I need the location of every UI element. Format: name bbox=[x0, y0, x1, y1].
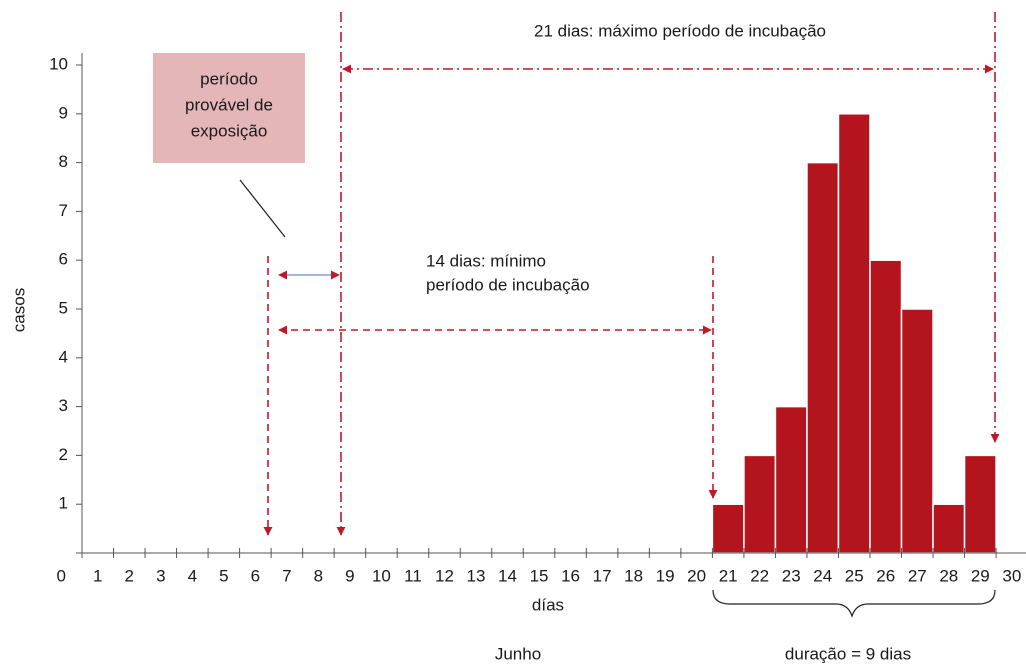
y-axis-label: casos bbox=[9, 288, 28, 332]
x-tick-label: 30 bbox=[1002, 566, 1021, 585]
x-tick-label: 29 bbox=[971, 566, 990, 585]
y-tick-label: 10 bbox=[49, 54, 68, 73]
x-tick-label: 7 bbox=[282, 566, 291, 585]
annotation: duração = 9 dias bbox=[785, 644, 911, 663]
x-tick-label: 9 bbox=[345, 566, 354, 585]
x-tick-label: 15 bbox=[530, 566, 549, 585]
x-tick-label: 16 bbox=[561, 566, 580, 585]
exposure-text: provável de bbox=[185, 95, 273, 114]
annotation: 21 dias: máximo período de incubação bbox=[534, 21, 826, 40]
x-tick-label: 12 bbox=[435, 566, 454, 585]
x-tick-label: 19 bbox=[656, 566, 675, 585]
x-tick-label: 18 bbox=[624, 566, 643, 585]
y-tick-label: 8 bbox=[59, 152, 68, 171]
x-tick-label: 4 bbox=[188, 566, 197, 585]
exposure-box bbox=[153, 53, 305, 163]
x-tick-label: 10 bbox=[372, 566, 391, 585]
brace bbox=[712, 589, 996, 618]
bar bbox=[774, 405, 808, 554]
y-tick-label: 9 bbox=[59, 103, 68, 122]
y-tick-label: 3 bbox=[59, 396, 68, 415]
annotation-arrows bbox=[263, 12, 1000, 536]
month-label: Junho bbox=[495, 644, 541, 663]
x-tick-label: 5 bbox=[219, 566, 228, 585]
y-tick-label: 7 bbox=[59, 201, 68, 220]
x-tick-label: 17 bbox=[593, 566, 612, 585]
annotation: 14 dias: mínimo bbox=[426, 251, 546, 270]
annotation: período de incubação bbox=[426, 275, 590, 294]
y-tick-label: 5 bbox=[59, 298, 68, 317]
x-tick-label: 20 bbox=[687, 566, 706, 585]
bar bbox=[869, 259, 903, 554]
bar bbox=[743, 454, 777, 554]
bar bbox=[932, 503, 966, 554]
x-tick-label: 22 bbox=[750, 566, 769, 585]
y-tick-label: 1 bbox=[59, 494, 68, 513]
x-tick-label: 23 bbox=[782, 566, 801, 585]
bar bbox=[711, 503, 745, 554]
x-tick-label: 21 bbox=[719, 566, 738, 585]
x-tick-label: 8 bbox=[314, 566, 323, 585]
bar bbox=[837, 113, 871, 554]
x-tick-label: 2 bbox=[125, 566, 134, 585]
x-tick-label: 3 bbox=[156, 566, 165, 585]
x-tick-label: 1 bbox=[93, 566, 102, 585]
x-tick-label: 27 bbox=[908, 566, 927, 585]
x-tick-label: 11 bbox=[404, 566, 422, 585]
y-tick-label: 0 bbox=[57, 566, 66, 585]
bar bbox=[963, 454, 997, 554]
x-tick-label: 25 bbox=[845, 566, 864, 585]
x-tick-label: 14 bbox=[498, 566, 517, 585]
x-axis-label: días bbox=[532, 595, 564, 614]
x-tick-label: 26 bbox=[876, 566, 895, 585]
x-tick-label: 13 bbox=[467, 566, 486, 585]
bar bbox=[806, 161, 840, 554]
exposure-text: exposição bbox=[191, 121, 268, 140]
y-tick-label: 2 bbox=[59, 445, 68, 464]
bar bbox=[900, 308, 934, 554]
x-tick-label: 28 bbox=[939, 566, 958, 585]
y-tick-label: 4 bbox=[59, 347, 68, 366]
x-tick-label: 6 bbox=[251, 566, 260, 585]
x-tick-label: 24 bbox=[813, 566, 832, 585]
exposure-text: período bbox=[200, 69, 258, 88]
y-tick-label: 6 bbox=[59, 250, 68, 269]
pointer-line bbox=[239, 179, 286, 238]
